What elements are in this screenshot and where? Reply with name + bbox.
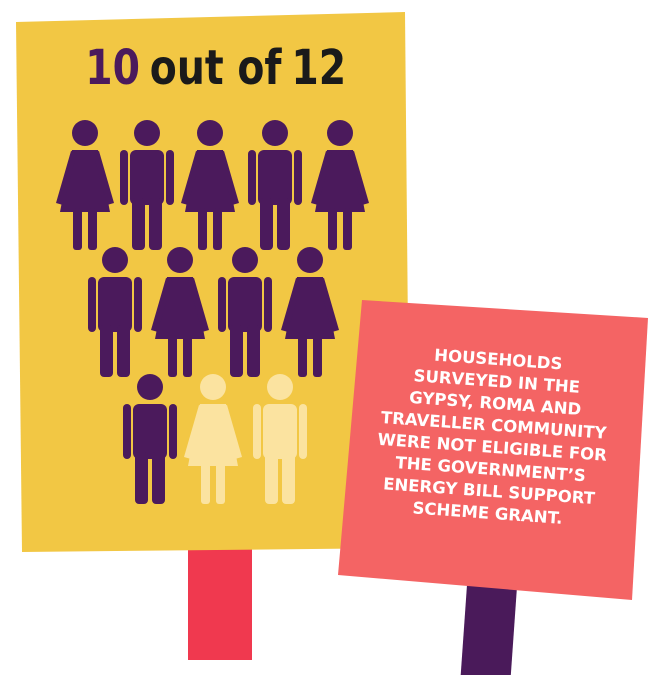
leg	[198, 208, 207, 250]
head	[102, 247, 128, 273]
arm	[134, 277, 142, 332]
leg	[88, 208, 97, 250]
leg	[135, 452, 148, 504]
arm	[88, 277, 96, 332]
leg	[183, 335, 192, 377]
person-icon	[248, 120, 302, 250]
headline-count: 10	[85, 40, 140, 96]
person-icon	[123, 374, 177, 504]
arm	[184, 405, 205, 459]
leg	[168, 335, 177, 377]
leg	[132, 198, 145, 250]
leg	[201, 462, 210, 504]
leg	[73, 208, 82, 250]
arm	[123, 404, 131, 459]
leg	[149, 198, 162, 250]
head	[267, 374, 293, 400]
arm	[93, 151, 114, 205]
arm	[166, 150, 174, 205]
yellow-sign	[16, 12, 410, 552]
torso	[98, 277, 132, 332]
head	[197, 120, 223, 146]
arm	[281, 278, 302, 332]
leg	[343, 208, 352, 250]
arm	[264, 277, 272, 332]
arm	[318, 278, 339, 332]
leg	[298, 335, 307, 377]
leg	[282, 452, 295, 504]
arm	[218, 277, 226, 332]
head	[327, 120, 353, 146]
head	[72, 120, 98, 146]
torso	[258, 150, 292, 205]
leg	[313, 335, 322, 377]
arm	[181, 151, 202, 205]
leg	[277, 198, 290, 250]
person-icon	[253, 374, 307, 504]
arm	[218, 151, 239, 205]
torso	[263, 404, 297, 459]
arm	[248, 150, 256, 205]
person-icon	[281, 247, 339, 377]
leg	[260, 198, 273, 250]
arm	[299, 404, 307, 459]
head	[297, 247, 323, 273]
purple-pole	[460, 583, 517, 675]
arm	[151, 278, 172, 332]
person-icon	[181, 120, 239, 250]
red-pole	[188, 540, 252, 660]
torso	[228, 277, 262, 332]
leg	[216, 462, 225, 504]
person-icon	[311, 120, 369, 250]
arm	[311, 151, 332, 205]
leg	[117, 325, 130, 377]
person-icon	[218, 247, 272, 377]
headline-total: 12	[291, 40, 346, 96]
torso	[133, 404, 167, 459]
head	[200, 374, 226, 400]
leg	[152, 452, 165, 504]
leg	[100, 325, 113, 377]
arm	[294, 150, 302, 205]
arm	[188, 278, 209, 332]
head	[167, 247, 193, 273]
head	[137, 374, 163, 400]
arm	[253, 404, 261, 459]
person-icon	[151, 247, 209, 377]
headline-connector: out of	[150, 40, 283, 96]
arm	[348, 151, 369, 205]
head	[262, 120, 288, 146]
arm	[169, 404, 177, 459]
person-icon	[88, 247, 142, 377]
head	[134, 120, 160, 146]
person-icon	[120, 120, 174, 250]
arm	[56, 151, 77, 205]
person-icon	[184, 374, 242, 504]
headline: 10 out of 12	[85, 40, 346, 96]
leg	[230, 325, 243, 377]
leg	[213, 208, 222, 250]
pictogram	[56, 120, 369, 504]
arm	[221, 405, 242, 459]
leg	[265, 452, 278, 504]
arm	[120, 150, 128, 205]
pink-sign	[338, 300, 648, 600]
headline-text: 10 out of 12	[85, 40, 346, 96]
person-icon	[56, 120, 114, 250]
leg	[247, 325, 260, 377]
torso	[130, 150, 164, 205]
leg	[328, 208, 337, 250]
head	[232, 247, 258, 273]
